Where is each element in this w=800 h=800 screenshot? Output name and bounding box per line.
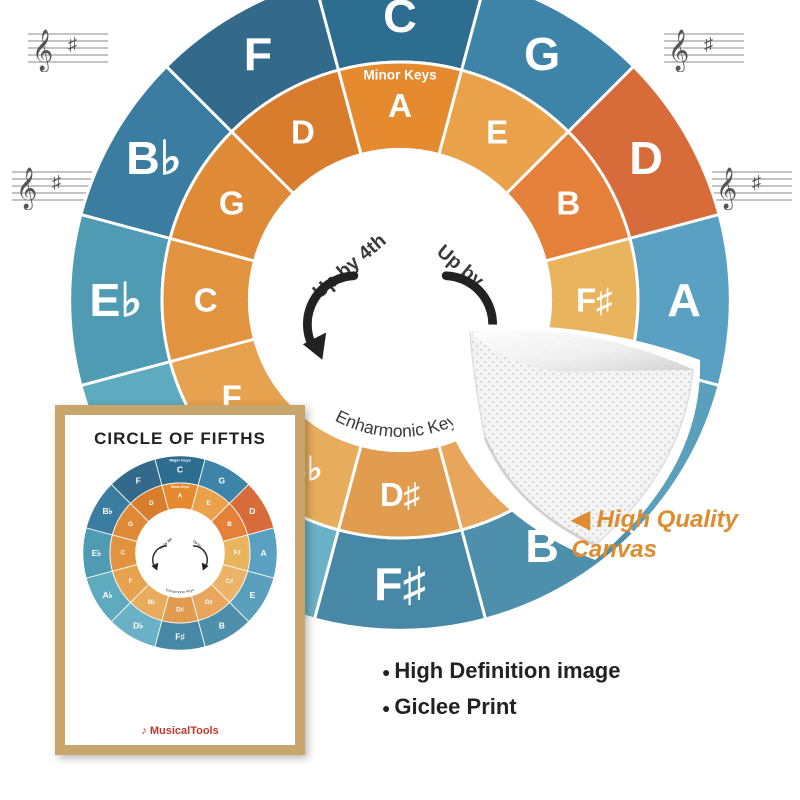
svg-text:E♭: E♭ bbox=[92, 548, 102, 558]
svg-text:D: D bbox=[149, 500, 154, 507]
svg-text:G: G bbox=[219, 184, 245, 221]
svg-text:C: C bbox=[194, 282, 218, 319]
svg-text:A: A bbox=[178, 492, 183, 499]
svg-text:F: F bbox=[129, 578, 133, 585]
svg-text:C: C bbox=[121, 550, 126, 557]
svg-text:𝄞: 𝄞 bbox=[16, 167, 37, 210]
svg-text:A: A bbox=[388, 87, 412, 124]
svg-text:B: B bbox=[525, 520, 559, 572]
svg-text:F♯: F♯ bbox=[234, 550, 241, 557]
poster-thumbnail: CIRCLE OF FIFTHS CGDAEBF♯D♭A♭E♭B♭FAEBF♯C… bbox=[55, 405, 305, 755]
svg-text:𝄞: 𝄞 bbox=[32, 29, 53, 72]
svg-text:F♯: F♯ bbox=[374, 558, 426, 610]
svg-text:D♯: D♯ bbox=[380, 476, 420, 513]
svg-text:♯: ♯ bbox=[752, 172, 761, 192]
svg-text:G♯: G♯ bbox=[476, 450, 518, 487]
svg-text:D♯: D♯ bbox=[176, 607, 184, 614]
svg-text:D: D bbox=[249, 506, 255, 516]
svg-text:B: B bbox=[556, 184, 580, 221]
svg-text:G♯: G♯ bbox=[205, 599, 213, 606]
wheel-mini-svg: C G D A E B F♯ D♭ A♭ E♭ B♭ F A E B F♯ C♯ G♯ D♯ B♭ F C G D Major … bbox=[80, 453, 280, 653]
svg-text:G: G bbox=[218, 476, 225, 486]
bullet-item: Giclee Print bbox=[382, 694, 620, 720]
svg-text:E: E bbox=[631, 416, 662, 468]
svg-text:F: F bbox=[244, 28, 272, 80]
svg-text:E: E bbox=[486, 113, 508, 150]
poster-brand: MusicalTools bbox=[141, 725, 218, 737]
callout-line2: Canvas bbox=[572, 536, 657, 563]
svg-text:Minor Keys: Minor Keys bbox=[363, 67, 436, 82]
svg-text:F♯: F♯ bbox=[175, 632, 185, 642]
svg-text:C: C bbox=[177, 464, 183, 474]
svg-text:G: G bbox=[128, 521, 133, 528]
svg-text:C: C bbox=[383, 0, 417, 42]
svg-text:A♭: A♭ bbox=[103, 590, 113, 600]
poster-title: CIRCLE OF FIFTHS bbox=[94, 429, 266, 449]
canvas-callout: High Quality Canvas bbox=[572, 505, 738, 565]
bullet-item: High Definition image bbox=[382, 658, 620, 684]
callout-line1: High Quality bbox=[597, 506, 738, 533]
svg-text:B: B bbox=[227, 521, 232, 528]
svg-text:Major Keys: Major Keys bbox=[169, 458, 191, 463]
svg-text:G: G bbox=[524, 28, 560, 80]
svg-text:C♯: C♯ bbox=[226, 578, 234, 585]
svg-text:B♭: B♭ bbox=[148, 599, 156, 606]
svg-text:F♯: F♯ bbox=[576, 282, 613, 319]
svg-text:D: D bbox=[291, 113, 315, 150]
svg-text:A: A bbox=[667, 274, 701, 326]
svg-text:A: A bbox=[260, 548, 266, 558]
svg-text:F: F bbox=[136, 476, 141, 486]
svg-text:D♭: D♭ bbox=[133, 620, 143, 630]
svg-text:B♭: B♭ bbox=[126, 132, 182, 184]
svg-text:E♭: E♭ bbox=[89, 274, 142, 326]
svg-text:E: E bbox=[206, 500, 210, 507]
svg-text:C♯: C♯ bbox=[548, 379, 588, 416]
feature-bullets: High Definition image Giclee Print bbox=[382, 648, 620, 730]
svg-text:B♭: B♭ bbox=[103, 506, 113, 516]
svg-text:Minor Keys: Minor Keys bbox=[171, 485, 189, 489]
svg-text:B: B bbox=[219, 620, 225, 630]
svg-text:D: D bbox=[629, 132, 663, 184]
svg-text:E: E bbox=[250, 590, 256, 600]
